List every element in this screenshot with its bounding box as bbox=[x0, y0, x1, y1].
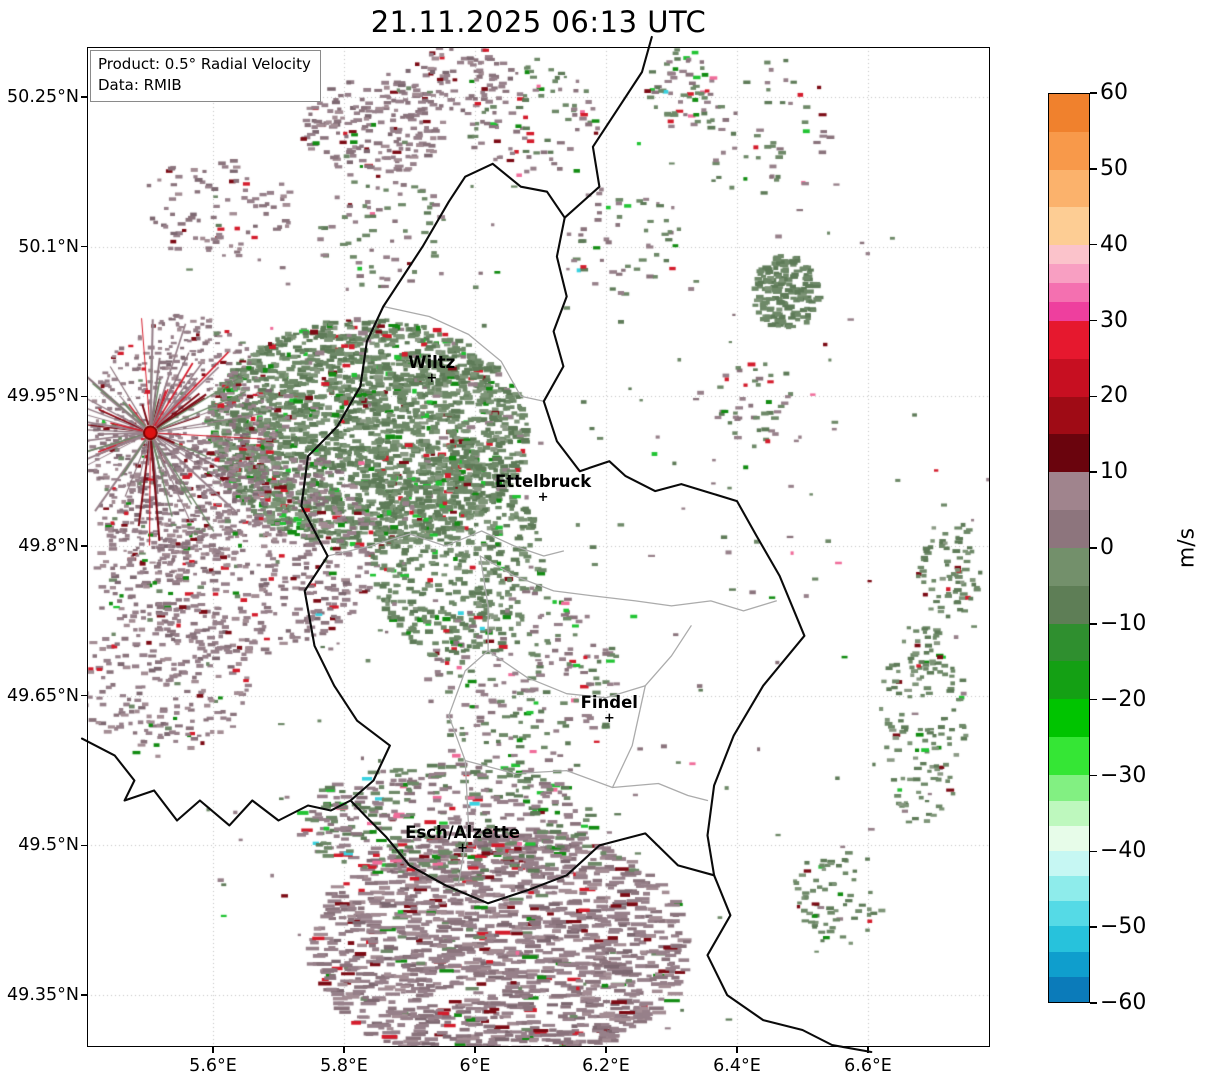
city-label: Ettelbruck bbox=[494, 472, 592, 492]
city-marker: + bbox=[603, 710, 615, 726]
y-tick-mark bbox=[81, 994, 87, 996]
y-tick-label: 49.95°N bbox=[7, 386, 79, 407]
colorbar-segment bbox=[1049, 245, 1089, 265]
colorbar-segment bbox=[1049, 302, 1089, 321]
colorbar-tick-mark bbox=[1090, 168, 1097, 170]
x-tick-mark bbox=[212, 1047, 214, 1053]
colorbar-tick-mark bbox=[1090, 547, 1097, 549]
y-tick-mark bbox=[81, 844, 87, 847]
colorbar-tick-mark bbox=[1090, 243, 1097, 246]
colorbar-tick-mark bbox=[1090, 774, 1097, 777]
x-tick-label: 6.4°E bbox=[713, 1056, 761, 1076]
colorbar-tick-label: 30 bbox=[1100, 307, 1128, 333]
colorbar-tick-mark bbox=[1090, 698, 1097, 701]
colorbar-segment bbox=[1049, 951, 1089, 977]
x-tick-label: 6.6°E bbox=[844, 1056, 892, 1076]
y-tick-mark bbox=[81, 545, 87, 547]
colorbar-segment bbox=[1049, 320, 1089, 359]
y-tick-label: 50.1°N bbox=[18, 236, 79, 257]
y-tick-label: 49.8°N bbox=[18, 536, 79, 556]
product-info-box: Product: 0.5° Radial Velocity Data: RMIB bbox=[90, 50, 321, 102]
colorbar-tick-label: 40 bbox=[1100, 231, 1128, 257]
y-tick-label: 49.5°N bbox=[18, 835, 79, 856]
colorbar-tick-mark bbox=[1090, 623, 1097, 625]
colorbar-segment bbox=[1049, 585, 1089, 624]
x-tick-mark bbox=[343, 1047, 345, 1053]
colorbar-segment bbox=[1049, 94, 1089, 132]
radar-echo-canvas bbox=[87, 47, 990, 1047]
city-label: Wiltz bbox=[408, 353, 456, 373]
y-tick-label: 49.35°N bbox=[7, 985, 79, 1006]
colorbar-tick-mark bbox=[1090, 92, 1097, 94]
y-tick-mark bbox=[81, 96, 87, 98]
city-label: Findel bbox=[580, 692, 638, 712]
colorbar-tick-mark bbox=[1090, 850, 1097, 853]
city-marker: + bbox=[537, 490, 549, 506]
map-plot: Product: 0.5° Radial Velocity Data: RMIB… bbox=[80, 35, 990, 1054]
chart-title: 21.11.2025 06:13 UTC bbox=[370, 5, 707, 39]
colorbar-segment bbox=[1049, 283, 1089, 303]
colorbar-segment bbox=[1049, 876, 1089, 902]
x-tick-label: 5.6°E bbox=[189, 1056, 237, 1076]
colorbar-tick-label: 10 bbox=[1100, 459, 1128, 485]
colorbar-segment bbox=[1049, 623, 1089, 662]
colorbar-tick-label: −10 bbox=[1100, 610, 1147, 636]
colorbar-unit-label: m/s bbox=[1174, 527, 1200, 569]
colorbar-tick-mark bbox=[1090, 395, 1097, 398]
y-tick-label: 50.25°N bbox=[7, 86, 79, 107]
colorbar-segment bbox=[1049, 264, 1089, 284]
colorbar-segment bbox=[1049, 131, 1089, 170]
colorbar-segment bbox=[1049, 901, 1089, 927]
x-tick-label: 6.2°E bbox=[582, 1056, 630, 1076]
colorbar-tick-mark bbox=[1090, 471, 1097, 473]
colorbar-segment bbox=[1049, 976, 1089, 1002]
colorbar-tick-label: −40 bbox=[1100, 838, 1147, 864]
colorbar-tick-label: 60 bbox=[1100, 80, 1128, 105]
colorbar-segment bbox=[1049, 547, 1089, 586]
colorbar-segment bbox=[1049, 661, 1089, 700]
colorbar-segment bbox=[1049, 472, 1089, 511]
x-tick-label: 5.8°E bbox=[320, 1056, 368, 1076]
colorbar-tick-label: 0 bbox=[1100, 535, 1114, 560]
colorbar-segment bbox=[1049, 825, 1089, 851]
colorbar-segment bbox=[1049, 510, 1089, 548]
colorbar-segment bbox=[1049, 699, 1089, 738]
city-marker: + bbox=[457, 841, 468, 857]
colorbar bbox=[1048, 93, 1090, 1003]
colorbar-segment bbox=[1049, 926, 1089, 952]
colorbar-tick-label: −30 bbox=[1100, 762, 1147, 788]
y-tick-mark bbox=[81, 245, 87, 248]
colorbar-segment bbox=[1049, 358, 1089, 397]
colorbar-segment bbox=[1049, 774, 1089, 801]
x-tick-label: 6°E bbox=[459, 1056, 491, 1076]
colorbar-segment bbox=[1049, 207, 1089, 246]
colorbar-segment bbox=[1049, 800, 1089, 826]
y-tick-label: 49.65°N bbox=[7, 685, 79, 706]
colorbar-tick-label: 50 bbox=[1100, 155, 1128, 181]
colorbar-tick-label: −50 bbox=[1100, 914, 1147, 940]
colorbar-tick-label: −20 bbox=[1100, 686, 1147, 712]
product-label: Product: 0.5° Radial Velocity bbox=[98, 55, 311, 73]
x-tick-mark bbox=[736, 1047, 738, 1053]
city-marker: + bbox=[426, 371, 438, 387]
colorbar-segment bbox=[1049, 434, 1089, 473]
x-tick-mark bbox=[605, 1047, 607, 1053]
colorbar-tick-mark bbox=[1090, 926, 1097, 928]
colorbar-segment bbox=[1049, 396, 1089, 435]
x-tick-mark bbox=[474, 1047, 476, 1053]
x-tick-mark bbox=[867, 1047, 869, 1053]
city-label: Esch/Alzette bbox=[405, 823, 520, 843]
colorbar-tick-label: 20 bbox=[1100, 383, 1128, 409]
y-tick-mark bbox=[81, 694, 87, 697]
colorbar-tick-label: −60 bbox=[1100, 990, 1147, 1015]
colorbar-segment bbox=[1049, 737, 1089, 775]
data-source-label: Data: RMIB bbox=[98, 76, 182, 94]
y-tick-mark bbox=[81, 395, 87, 398]
colorbar-tick-mark bbox=[1090, 319, 1097, 322]
colorbar-segment bbox=[1049, 850, 1089, 877]
colorbar-tick-mark bbox=[1090, 1002, 1097, 1004]
colorbar-segment bbox=[1049, 169, 1089, 208]
